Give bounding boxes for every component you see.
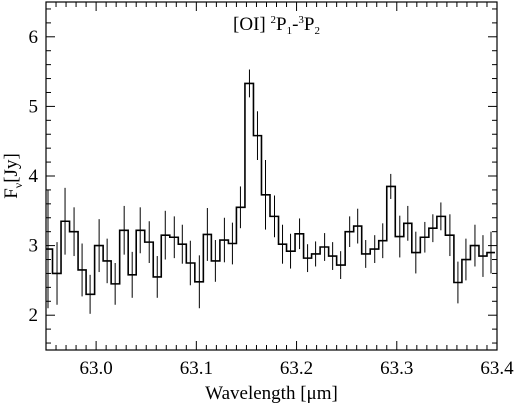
y-axis-label-main: F bbox=[1, 188, 22, 199]
spectrum-series bbox=[46, 69, 495, 314]
y-axis-label-subscript: ν bbox=[11, 182, 25, 188]
annotation-dash: - bbox=[292, 14, 298, 35]
y-tick-label: 5 bbox=[29, 96, 39, 117]
annotation-term1: P bbox=[276, 14, 287, 35]
line-annotation: [OI] 2P1-3P2 bbox=[233, 14, 320, 37]
annotation-term2: P bbox=[304, 14, 315, 35]
y-tick-label: 2 bbox=[29, 305, 39, 326]
x-tick-label: 63.0 bbox=[79, 358, 112, 379]
x-axis-label: Wavelength [μm] bbox=[205, 383, 338, 404]
spectrum-step-line bbox=[46, 82, 495, 296]
x-tick-label: 63.3 bbox=[380, 358, 413, 379]
x-tick-label: 63.4 bbox=[480, 358, 514, 379]
x-tick-label: 63.2 bbox=[280, 358, 313, 379]
x-tick-label: 63.1 bbox=[180, 358, 213, 379]
annotation-ion: [OI] bbox=[233, 14, 270, 35]
y-axis-label: Fν[Jy] bbox=[1, 153, 25, 199]
y-axis-label-unit: [Jy] bbox=[1, 153, 22, 183]
y-tick-label: 4 bbox=[29, 166, 39, 187]
annotation-sub2: 2 bbox=[314, 25, 320, 37]
annotation-sub1: 1 bbox=[287, 25, 293, 37]
annotation-sup2: 3 bbox=[298, 14, 304, 26]
plot-frame bbox=[45, 1, 498, 351]
y-tick-label: 6 bbox=[29, 27, 39, 48]
annotation-sup1: 2 bbox=[270, 14, 276, 26]
y-tick-label: 3 bbox=[29, 236, 39, 257]
